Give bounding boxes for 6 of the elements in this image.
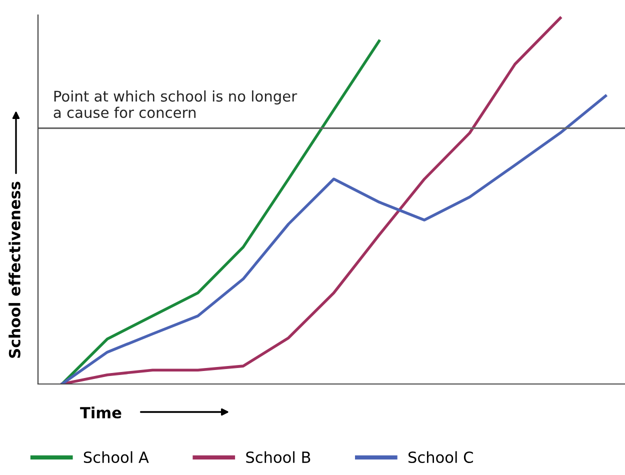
y-axis-title: School effectiveness: [8, 182, 20, 358]
legend-label: School A: [84, 451, 149, 464]
x-axis-title: Time: [80, 406, 122, 418]
legend-label: School B: [246, 451, 310, 464]
legend-label: School C: [408, 451, 473, 464]
ref-line-label: Point at which school is no longer a cause for concern: [54, 90, 298, 118]
